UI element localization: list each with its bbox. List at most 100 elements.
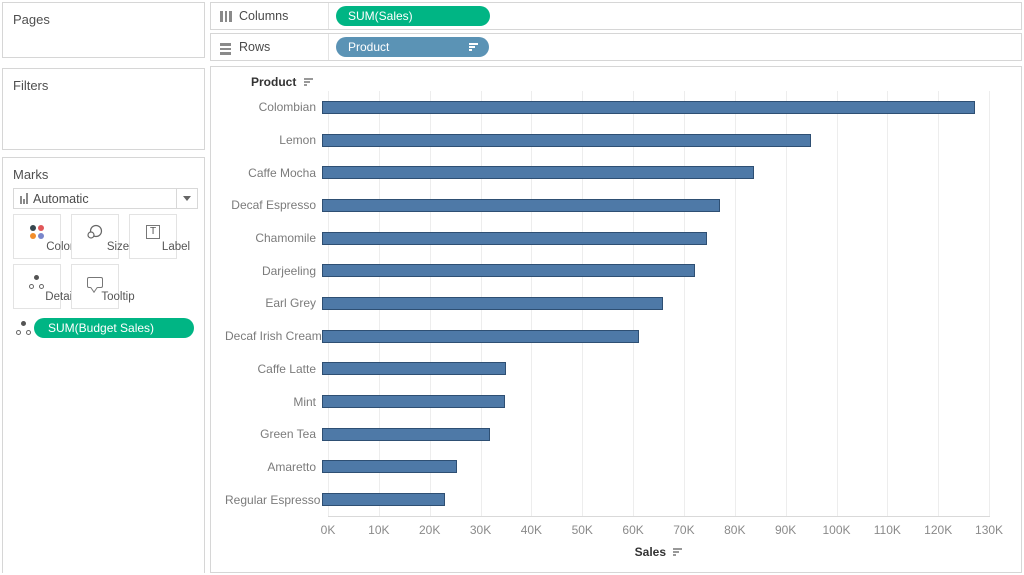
label-button-label: Label (161, 241, 191, 253)
bar-row: Earl Grey (225, 287, 1011, 320)
row-field-header-label: Product (251, 75, 297, 89)
marks-title: Marks (13, 167, 49, 182)
bar-rows: Colombian Lemon Caffe Mocha Decaf Espresso C… (225, 91, 1011, 516)
x-tick-label: 0K (320, 523, 336, 537)
row-label[interactable]: Earl Grey (265, 296, 316, 311)
bar-row: Caffe Latte (225, 353, 1011, 386)
x-tick-label: 20K (419, 523, 441, 537)
sort-descending-icon[interactable] (469, 43, 478, 51)
product-pill[interactable]: Product (336, 37, 489, 57)
x-axis-ticks: 0K 10K 20K 30K 40K 50K 60K 70K 80K 90K 100K 110K 120… (321, 523, 1003, 539)
bar-mark[interactable] (322, 362, 506, 376)
x-tick-label: 50K (571, 523, 593, 537)
bar-mark[interactable] (322, 166, 754, 180)
x-axis-title[interactable]: Sales (328, 545, 989, 559)
pages-title: Pages (13, 12, 50, 27)
row-label[interactable]: Green Tea (260, 427, 316, 442)
row-label[interactable]: Caffe Latte (257, 361, 317, 376)
row-field-header[interactable]: Product (251, 75, 313, 89)
sort-descending-icon[interactable] (673, 548, 683, 556)
bar-row: Decaf Espresso (225, 189, 1011, 222)
size-button-label: Size (106, 241, 130, 253)
bar-mark[interactable] (322, 460, 457, 474)
bar-mark[interactable] (322, 100, 975, 114)
filters-shelf[interactable]: Filters (2, 68, 205, 150)
label-button[interactable]: T Label (129, 214, 190, 259)
chevron-down-icon (183, 196, 191, 201)
bar-mark[interactable] (322, 427, 490, 441)
x-tick-label: 80K (724, 523, 746, 537)
columns-shelf-label: Columns (239, 9, 289, 23)
bar-row: Decaf Irish Cream (225, 320, 1011, 353)
budget-sales-pill-label: SUM(Budget Sales) (48, 321, 155, 335)
x-tick-label: 130K (975, 523, 1004, 537)
mark-type-value: Automatic (33, 191, 89, 206)
budget-sales-pill[interactable]: SUM(Budget Sales) (34, 318, 194, 338)
dropdown-caret-button[interactable] (176, 189, 197, 208)
color-icon (30, 225, 44, 239)
columns-icon (220, 11, 232, 22)
tooltip-button-label: Tooltip (101, 291, 135, 303)
tooltip-button[interactable]: Tooltip (71, 264, 135, 309)
x-tick-label: 40K (520, 523, 543, 537)
bar-mark[interactable] (322, 395, 505, 409)
bar-mark[interactable] (322, 296, 663, 310)
sort-descending-icon[interactable] (303, 78, 313, 86)
bar-row: Amaretto (225, 451, 1011, 484)
bar-mark[interactable] (322, 493, 445, 507)
detail-icon (29, 275, 45, 289)
bar-row: Chamomile (225, 222, 1011, 255)
x-tick-label: 100K (822, 523, 851, 537)
rows-shelf-label: Rows (239, 40, 271, 54)
row-label[interactable]: Decaf Irish Cream (225, 329, 322, 344)
columns-shelf[interactable]: Columns SUM(Sales) (210, 2, 1022, 30)
row-label[interactable]: Decaf Espresso (231, 198, 316, 213)
tooltip-icon (87, 276, 103, 288)
x-tick-label: 10K (368, 523, 390, 537)
x-tick-label: 120K (924, 523, 953, 537)
x-tick-label: 110K (873, 523, 901, 537)
row-label[interactable]: Colombian (258, 100, 316, 115)
bar-mark[interactable] (322, 231, 707, 245)
x-tick-label: 60K (622, 523, 644, 537)
color-button[interactable]: Color (13, 214, 74, 259)
bar-mark[interactable] (322, 329, 639, 343)
product-pill-label: Product (348, 40, 390, 54)
bar-row: Regular Espresso (225, 483, 1011, 516)
sum-sales-pill-label: SUM(Sales) (348, 9, 413, 23)
row-label[interactable]: Mint (293, 394, 316, 409)
x-axis-title-label: Sales (634, 545, 666, 559)
x-axis-line (328, 516, 990, 517)
size-icon (72, 223, 118, 241)
color-button-label: Color (46, 241, 74, 253)
text-label-icon: T (146, 225, 160, 239)
bar-mark[interactable] (322, 264, 695, 278)
shelf-divider (328, 34, 329, 60)
detail-button[interactable]: Detail (13, 264, 75, 309)
bar-row: Mint (225, 385, 1011, 418)
shelf-divider (328, 3, 329, 29)
rows-icon (220, 43, 231, 55)
pages-shelf[interactable]: Pages (2, 2, 205, 58)
row-label[interactable]: Regular Espresso (225, 492, 321, 507)
x-tick-label: 30K (469, 523, 492, 537)
row-label[interactable]: Lemon (279, 133, 316, 148)
row-label[interactable]: Chamomile (255, 231, 316, 246)
bar-mark[interactable] (322, 198, 720, 212)
chart-view: Product Colombian Lemon Caffe Mocha Decaf E… (210, 66, 1022, 573)
bar-row: Green Tea (225, 418, 1011, 451)
bar-chart-icon (20, 193, 28, 204)
marks-panel: Marks Automatic Color Size T Label Detai… (2, 157, 205, 573)
filters-title: Filters (13, 78, 49, 93)
row-label[interactable]: Amaretto (267, 459, 316, 474)
sum-sales-pill[interactable]: SUM(Sales) (336, 6, 490, 26)
size-button[interactable]: Size (71, 214, 129, 259)
rows-shelf[interactable]: Rows Product (210, 33, 1022, 61)
detail-button-label: Detail (45, 291, 75, 303)
detail-shelf-icon (16, 321, 32, 335)
row-label[interactable]: Darjeeling (261, 263, 316, 278)
row-label[interactable]: Caffe Mocha (248, 165, 316, 180)
bar-mark[interactable] (322, 133, 811, 147)
mark-type-dropdown[interactable]: Automatic (13, 188, 198, 209)
